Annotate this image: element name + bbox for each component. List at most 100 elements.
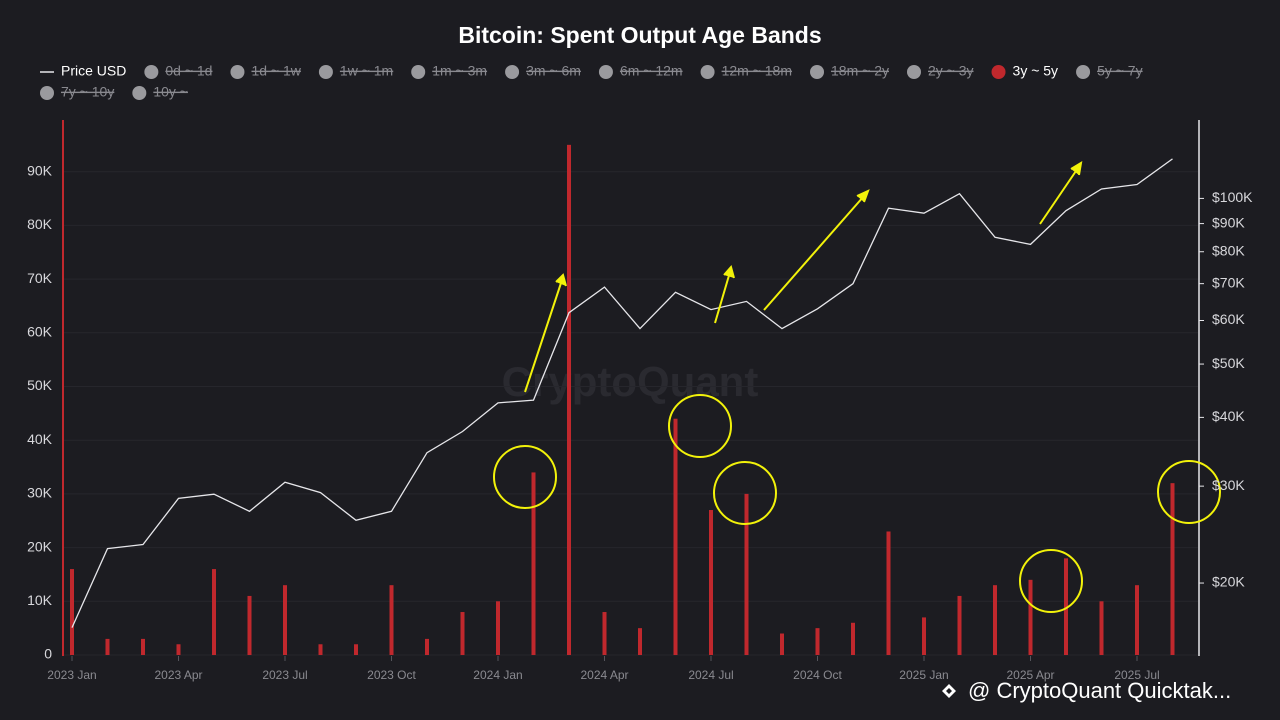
legend-swatch [810, 65, 825, 79]
legend-item[interactable]: 18m ~ 2y [810, 63, 889, 79]
legend-swatch [700, 65, 715, 79]
highlight-circle [1157, 460, 1221, 524]
bar [318, 644, 323, 655]
legend-label: 10y ~ [153, 84, 188, 100]
y2-tick-label: $100K [1212, 189, 1253, 205]
legend-swatch [411, 65, 426, 79]
legend-label: 0d ~ 1d [165, 63, 212, 79]
legend-item[interactable]: 0d ~ 1d [144, 63, 212, 79]
bar [389, 585, 394, 655]
bar [531, 472, 536, 655]
y2-tick-label: $60K [1212, 311, 1245, 327]
legend-item[interactable]: 1m ~ 3m [411, 63, 487, 79]
legend-swatch [144, 65, 159, 79]
y-tick-label: 90K [27, 162, 53, 178]
x-tick-label: 2025 Jul [1114, 668, 1159, 682]
legend-label: 2y ~ 3y [928, 63, 974, 79]
legend-item[interactable]: 2y ~ 3y [907, 63, 974, 79]
legend-item[interactable]: Price USD [40, 63, 126, 79]
x-tick-label: 2023 Oct [367, 668, 416, 682]
y2-tick-label: $40K [1212, 408, 1245, 424]
x-tick-label: 2024 Jul [688, 668, 733, 682]
legend-label: 5y ~ 7y [1097, 63, 1143, 79]
bar [247, 595, 252, 655]
annotations [493, 161, 1221, 613]
grid [64, 171, 1198, 656]
legend-label: 1d ~ 1w [251, 63, 301, 79]
legend-swatch [230, 65, 245, 79]
legend-swatch [505, 65, 520, 79]
highlight-circle [668, 394, 732, 458]
bar [851, 622, 855, 655]
y2-tick-label: $80K [1212, 242, 1245, 258]
y-tick-label: 40K [27, 431, 53, 447]
legend-label: 18m ~ 2y [831, 63, 889, 79]
bar [1064, 558, 1068, 655]
bar [1135, 585, 1139, 655]
bar [1028, 579, 1033, 655]
bar-layer [70, 144, 1175, 655]
bar [1170, 483, 1175, 655]
legend-item[interactable]: 12m ~ 18m [700, 63, 792, 79]
x-tick-label: 2023 Jan [47, 668, 96, 682]
y-tick-label: 80K [27, 216, 53, 232]
legend-label: 3y ~ 5y [1013, 63, 1059, 79]
bar [212, 569, 216, 655]
bar [105, 638, 110, 655]
legend-item[interactable]: 5y ~ 7y [1076, 63, 1143, 79]
legend-item[interactable]: 6m ~ 12m [598, 63, 683, 79]
bar [993, 585, 997, 655]
x-tick-label: 2025 Jan [899, 668, 948, 682]
legend-item[interactable]: 3y ~ 5y [991, 63, 1059, 79]
y-tick-label: 70K [27, 270, 53, 286]
y-tick-label: 30K [27, 485, 53, 501]
bar [1099, 601, 1104, 655]
legend-item[interactable]: 3m ~ 6m [505, 63, 581, 79]
legend-swatch [1076, 65, 1091, 79]
logo-icon [942, 684, 956, 698]
watermark: CryptoQuant [502, 358, 759, 405]
highlight-circle [493, 445, 557, 509]
bar [638, 628, 642, 655]
bar [815, 628, 820, 655]
legend-swatch [991, 65, 1006, 79]
x-tick-label: 2025 Apr [1006, 668, 1054, 682]
bar [141, 638, 145, 655]
bar [744, 493, 749, 655]
chart-title: Bitcoin: Spent Output Age Bands [458, 22, 821, 48]
x-tick-label: 2023 Apr [154, 668, 202, 682]
footer-logo [942, 684, 956, 698]
bar [460, 612, 465, 655]
legend-swatch [318, 65, 333, 79]
legend-label: 7y ~ 10y [61, 84, 114, 100]
bar [957, 595, 962, 655]
legend-item[interactable]: 1w ~ 1m [318, 63, 393, 79]
x-tick-label: 2023 Jul [262, 668, 307, 682]
bar [602, 612, 607, 655]
bar [709, 510, 713, 655]
arrows [524, 161, 1083, 393]
y2-tick-label: $20K [1212, 574, 1245, 590]
legend-label: 1w ~ 1m [340, 63, 393, 79]
legend-item[interactable]: 7y ~ 10y [40, 84, 114, 100]
y-tick-label: 10K [27, 592, 53, 608]
bar [886, 531, 891, 655]
highlight-circle [713, 461, 777, 525]
legend-item[interactable]: 10y ~ [132, 84, 188, 100]
x-tick-label: 2024 Oct [793, 668, 842, 682]
legend-label: 6m ~ 12m [620, 63, 683, 79]
bar [354, 644, 358, 655]
bar [70, 569, 74, 655]
y2-tick-label: $30K [1212, 477, 1245, 493]
bar [567, 144, 571, 655]
legend-item[interactable]: 1d ~ 1w [230, 63, 302, 79]
legend-swatch [132, 86, 147, 100]
bar [425, 638, 429, 655]
y2-tick-label: $90K [1212, 214, 1245, 230]
y-tick-label: 60K [27, 324, 53, 340]
y2-tick-label: $50K [1212, 355, 1245, 371]
legend-swatch [907, 65, 921, 79]
bar [496, 601, 500, 655]
y2-tick-label: $70K [1212, 274, 1245, 290]
